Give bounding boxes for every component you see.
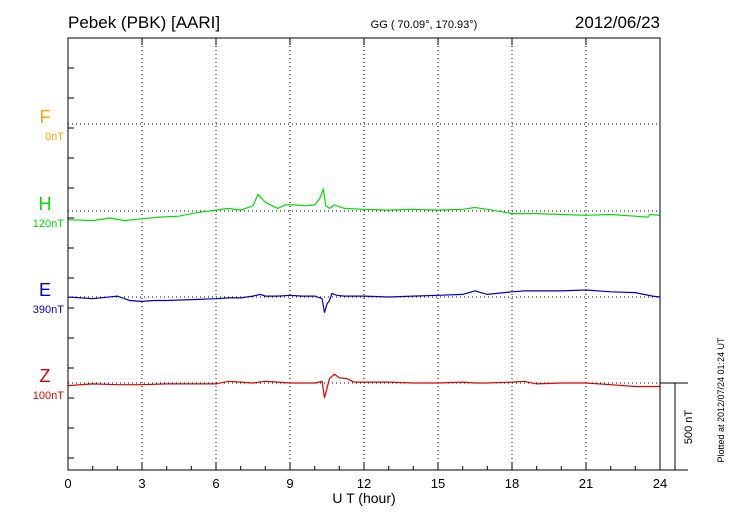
component-labels: F 0nT H 120nT E 390nT Z 100nT	[33, 107, 64, 402]
series-z-name: Z	[40, 366, 51, 386]
coordinates-label: GG ( 70.09°, 170.93°)	[371, 19, 478, 31]
series-layer	[67, 186, 661, 398]
series-h-offset: 120nT	[33, 218, 64, 230]
x-tick-label: 3	[138, 476, 145, 491]
series-f-offset: 0nT	[45, 131, 64, 143]
x-tick-label: 24	[653, 476, 667, 491]
series-e-name: E	[39, 280, 51, 300]
date-label: 2012/06/23	[575, 13, 660, 32]
station-title: Pebek (PBK) [AARI]	[68, 13, 220, 32]
series-f-name: F	[40, 107, 51, 127]
x-axis: 0 3 6 9 12 15 18 21 24	[64, 38, 667, 491]
scale-bar-label: 500 nT	[683, 410, 695, 445]
x-tick-label: 0	[64, 476, 71, 491]
x-tick-label: 18	[505, 476, 519, 491]
x-tick-label: 21	[579, 476, 593, 491]
scale-bar: 500 nT	[660, 382, 695, 471]
x-tick-label: 15	[431, 476, 445, 491]
x-tick-label: 12	[357, 476, 371, 491]
series-z-line	[67, 373, 660, 398]
x-tick-label: 9	[286, 476, 293, 491]
grid	[68, 38, 660, 470]
plotted-at-label: Plotted at 2012/07/24 01:24 UT	[716, 337, 726, 463]
series-z-offset: 100nT	[33, 390, 64, 402]
series-e-line	[67, 289, 661, 313]
x-tick-label: 6	[212, 476, 219, 491]
series-e-offset: 390nT	[33, 304, 64, 316]
x-axis-label: U T (hour)	[332, 490, 395, 506]
series-h-line	[67, 186, 661, 222]
series-h-name: H	[39, 194, 52, 214]
